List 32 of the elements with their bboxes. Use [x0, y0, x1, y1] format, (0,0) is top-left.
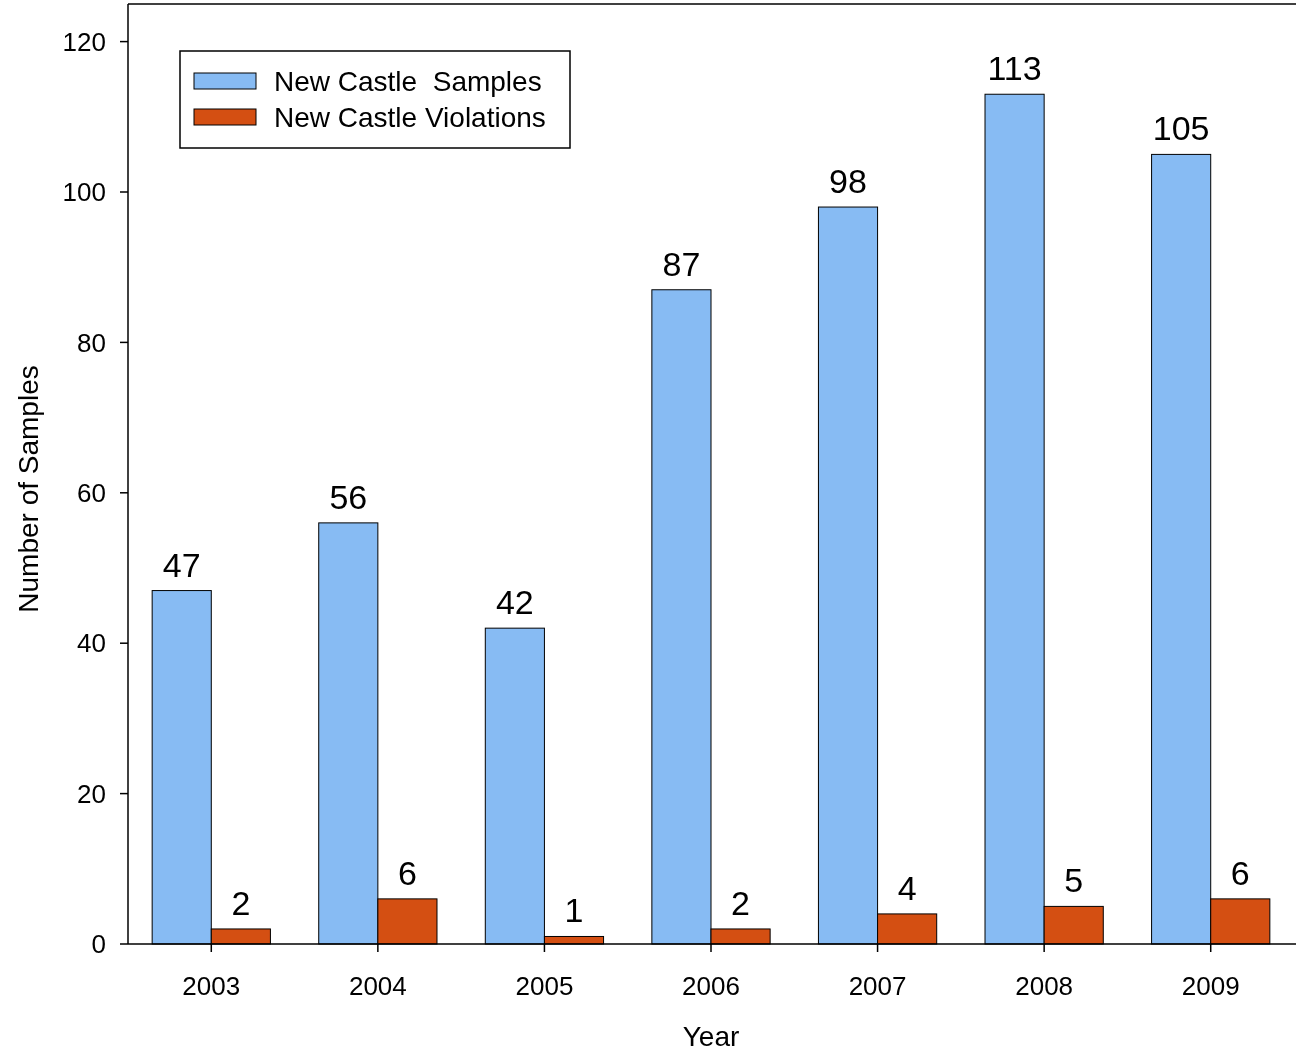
data-label: 98	[829, 162, 867, 201]
x-tick-label: 2004	[348, 971, 407, 1001]
data-label: 42	[495, 583, 534, 622]
x-tick-label: 2008	[1015, 971, 1074, 1001]
data-label: 47	[162, 545, 201, 584]
data-label: 1	[564, 891, 584, 930]
data-label: 2	[231, 883, 251, 922]
data-label: 6	[1230, 853, 1250, 892]
y-tick-label: 0	[91, 929, 106, 960]
x-tick-label: 2003	[182, 971, 241, 1001]
data-label: 2	[731, 883, 751, 922]
x-tick-label: 2007	[848, 971, 907, 1001]
legend-label: New Castle Violations	[274, 101, 546, 133]
y-tick-label: 60	[77, 477, 106, 508]
y-tick-label: 40	[77, 628, 106, 659]
legend-label: New Castle Samples	[274, 65, 542, 97]
data-label: 6	[397, 853, 417, 892]
data-label: 5	[1064, 861, 1084, 900]
x-tick-label: 2005	[515, 971, 574, 1001]
data-label: 113	[987, 49, 1042, 88]
y-tick-label: 80	[77, 327, 106, 358]
y-tick-label: 100	[62, 177, 106, 208]
data-label: 105	[1152, 109, 1210, 148]
data-label: 87	[662, 244, 701, 283]
y-tick-label: 20	[77, 778, 106, 809]
x-axis-title: Year	[682, 1021, 740, 1052]
y-axis-title: Number of Samples	[13, 365, 44, 613]
x-tick-label: 2006	[682, 971, 740, 1001]
x-tick-label: 2009	[1181, 971, 1240, 1001]
data-label: 4	[897, 868, 917, 907]
data-label: 56	[329, 477, 368, 516]
y-tick-label: 120	[62, 26, 106, 57]
